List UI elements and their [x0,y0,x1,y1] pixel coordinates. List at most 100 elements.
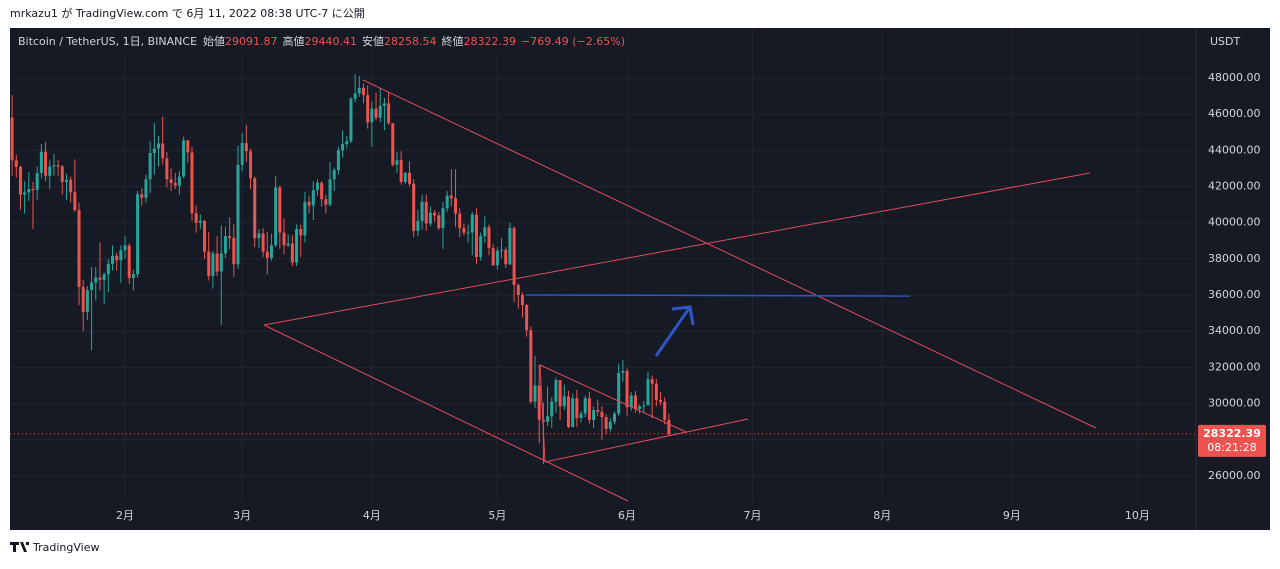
candle-body [261,233,265,252]
candle-body [504,249,508,265]
candle-body [374,108,378,118]
candle-body [299,228,303,236]
x-tick-label: 10月 [1125,509,1150,522]
candle-body [119,250,123,261]
candle-body [361,87,365,96]
candle-body [437,215,441,229]
candle-body [10,117,14,161]
candle-body [621,371,625,373]
candle-body [320,182,324,200]
candle-body [203,220,207,252]
close-label: 終値 [442,34,464,48]
candle-body [44,151,48,176]
candle-body [161,143,165,159]
candle-body [424,201,428,224]
candle-body [207,251,211,277]
y-tick-label: 46000.00 [1208,107,1261,120]
candle-body [69,179,73,193]
candle-body [449,195,453,199]
candle-body [395,160,399,165]
candle-body [470,214,474,233]
candles [10,74,1196,465]
price-tag [1198,424,1266,457]
candle-body [290,243,294,263]
candle-body [136,194,140,275]
candle-body [324,199,328,205]
candle-body [357,87,361,94]
x-tick-label: 8月 [873,509,891,522]
y-tick-label: 30000.00 [1208,397,1261,410]
candle-body [382,103,386,106]
trend-line [544,418,749,463]
candle-body [315,182,319,191]
logo [10,542,29,552]
candle-body [253,178,257,239]
candle-body [638,406,642,410]
candle-body [295,228,299,263]
candle-body [157,143,161,149]
candle-body [60,166,64,182]
candle-body [18,166,22,195]
candle-body [177,176,181,186]
candle-body [378,105,382,118]
candle-body [90,282,94,290]
candle-body [587,398,591,420]
x-tick-label: 7月 [744,509,762,522]
candle-body [274,187,278,246]
candle-body [115,255,119,261]
candle-body [215,253,219,272]
arrow [654,305,695,357]
candle-body [571,398,575,428]
candle-body [458,213,462,229]
candle-body [592,409,596,420]
low-value: 28258.54 [384,35,437,48]
trend-line [362,79,1097,429]
candle-body [562,396,566,407]
trend-line [263,324,629,502]
candle-body [77,210,81,287]
candle-body [491,247,495,266]
y-tick-label: 40000.00 [1208,216,1261,229]
candle-body [282,232,286,246]
candle-body [596,409,600,412]
x-tick-label: 6月 [618,509,636,522]
y-tick-label: 38000.00 [1208,252,1261,265]
candle-body [140,194,144,198]
candle-body [613,413,617,422]
candle-body [236,164,240,265]
candle-body [462,228,466,233]
legend: Bitcoin / TetherUS, 1日, BINANCE 始値29091.8… [18,34,625,48]
candle-body [525,304,529,331]
footer-text: TradingView [32,541,99,554]
candle-body [81,286,85,312]
y-tick-label: 48000.00 [1208,71,1261,84]
candle-body [244,143,248,152]
candle-body [403,172,407,182]
candle-body [604,417,608,429]
candle-body [654,383,658,400]
candle-body [608,421,612,429]
candle-body [194,213,198,223]
candle-body [579,413,583,419]
candle-body [98,277,102,280]
candle-body [495,250,499,266]
candle-body [64,179,68,182]
candle-body [303,201,307,236]
candle-body [123,245,127,251]
candle-body [550,401,554,417]
candle-body [23,192,27,195]
candle-body [14,160,18,167]
candle-body [198,220,202,223]
candle-body [165,158,169,180]
candle-body [512,228,516,286]
candle-body [617,372,621,414]
candle-body [48,166,52,176]
candle-body [629,395,633,408]
candle-body [445,195,449,209]
y-tick-label: 26000.00 [1208,469,1261,482]
candle-body [600,411,604,418]
x-tick-label: 9月 [1003,509,1021,522]
axes: 26000.0028000.0030000.0032000.0034000.00… [116,71,1266,522]
candle-body [278,187,282,233]
